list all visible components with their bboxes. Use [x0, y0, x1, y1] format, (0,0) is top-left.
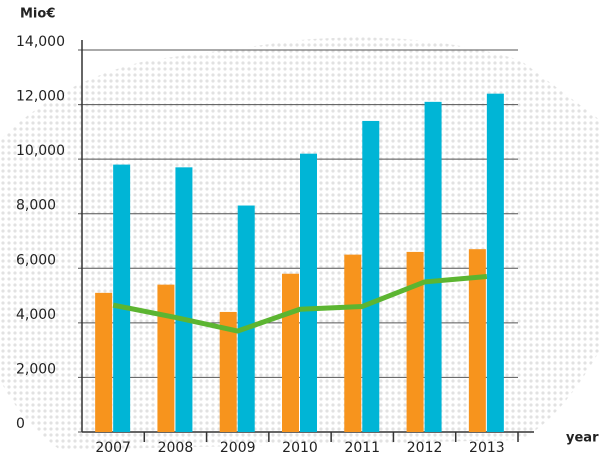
bar	[486, 93, 504, 433]
y-tick-label: 0	[16, 416, 25, 432]
y-tick-label: 10,000	[16, 143, 65, 159]
bar	[424, 101, 442, 432]
bar	[175, 167, 193, 433]
y-tick-label: 14,000	[16, 34, 65, 50]
y-tick-label: 2,000	[16, 361, 56, 377]
y-tick-label: 6,000	[16, 252, 56, 268]
x-tick-label: 2013	[469, 440, 505, 456]
x-tick-label: 2007	[95, 440, 131, 456]
bar	[157, 284, 175, 432]
bar	[362, 120, 380, 432]
line	[112, 273, 488, 334]
y-axis-label: Mio€	[20, 7, 55, 22]
y-tick-label: 4,000	[16, 307, 56, 323]
bar	[237, 205, 255, 432]
bar	[219, 311, 237, 432]
x-tick-label: 2011	[344, 440, 380, 456]
bar	[300, 153, 317, 432]
bar	[406, 251, 424, 432]
bar	[282, 273, 299, 432]
x-tick-label: 2012	[407, 440, 443, 456]
y-tick-label: 8,000	[16, 198, 56, 214]
bar	[95, 292, 113, 432]
x-tick-label: 2010	[282, 440, 318, 456]
bar	[344, 254, 362, 432]
y-tick-label: 12,000	[16, 89, 65, 105]
x-axis-label: year	[566, 431, 599, 446]
bar	[113, 164, 131, 432]
x-tick-label: 2009	[220, 440, 256, 456]
x-tick-label: 2008	[158, 440, 194, 456]
bar	[468, 249, 486, 432]
